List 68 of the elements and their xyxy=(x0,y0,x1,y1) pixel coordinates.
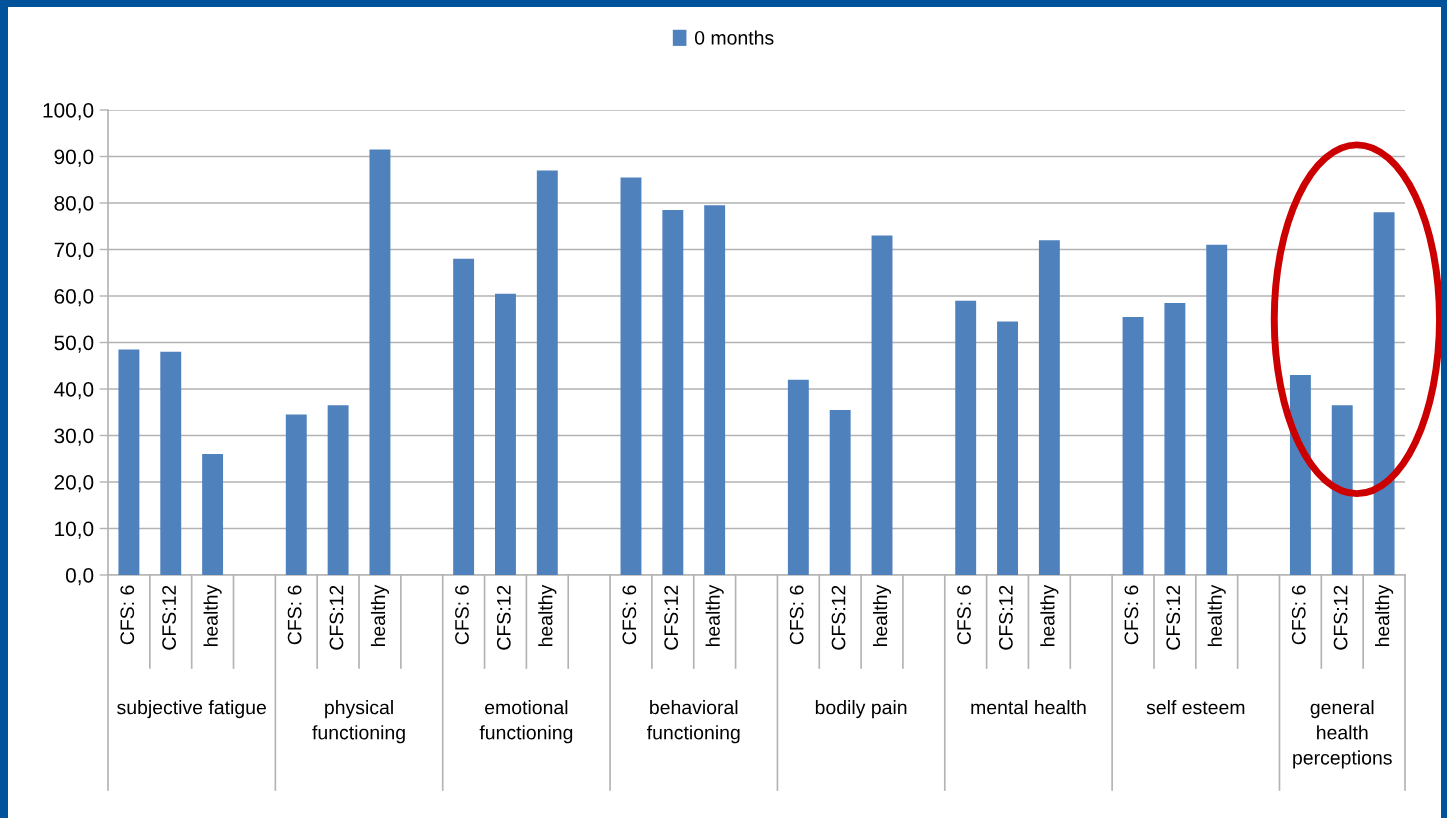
bar xyxy=(787,379,809,575)
y-tick-label: 100,0 xyxy=(43,103,94,121)
x-tick-label: CFS: 6 xyxy=(287,585,302,645)
y-tick-label: 30,0 xyxy=(54,428,94,446)
legend-label: 0 months xyxy=(694,30,774,45)
y-tick-label: 20,0 xyxy=(54,475,94,493)
y-tick-label: 90,0 xyxy=(54,149,94,167)
bar xyxy=(620,177,642,575)
text: bodily pain xyxy=(815,700,907,719)
bar xyxy=(1038,240,1060,575)
text: self esteem xyxy=(1146,700,1245,715)
x-tick-label: healthy xyxy=(872,584,892,647)
bar xyxy=(536,170,558,575)
x-tick-label: CFS:12 xyxy=(162,585,176,650)
x-tick-label: healthy xyxy=(370,584,390,647)
x-tick-label: healthy xyxy=(1207,584,1226,647)
bar xyxy=(285,414,307,575)
bar xyxy=(160,351,182,575)
x-tick-label: CFS: 6 xyxy=(957,585,971,645)
y-tick-label: 80,0 xyxy=(54,196,94,214)
y-tick-label: 70,0 xyxy=(54,242,94,260)
text: behavioral functioning xyxy=(647,700,740,744)
text: mental health xyxy=(971,700,1086,715)
bar xyxy=(1331,405,1353,575)
y-tick-label: 10,0 xyxy=(55,521,94,539)
x-tick-label: healthy xyxy=(203,584,222,647)
y-tick-label: 0,0 xyxy=(65,568,94,586)
x-tick-label: CFS: 6 xyxy=(622,585,637,645)
x-tick-label: CFS: 6 xyxy=(120,585,135,645)
bar xyxy=(829,409,851,575)
y-tick-label: 60,0 xyxy=(54,289,94,307)
bar xyxy=(1289,375,1311,575)
bar xyxy=(118,349,140,575)
x-tick-label: CFS:12 xyxy=(998,585,1013,650)
x-tick-label: CFS: 6 xyxy=(789,585,804,645)
x-tick-label: CFS:12 xyxy=(329,585,344,650)
x-tick-label: CFS:12 xyxy=(1333,585,1348,650)
x-tick-label: CFS:12 xyxy=(1166,585,1181,650)
y-tick-label: 40,0 xyxy=(54,382,94,400)
x-tick-label: CFS: 6 xyxy=(1291,585,1306,645)
text: subjective fatigue xyxy=(117,700,266,719)
x-tick-label: CFS:12 xyxy=(664,585,679,650)
x-tick-label: CFS:12 xyxy=(496,585,511,650)
x-tick-label: CFS:12 xyxy=(831,585,846,650)
y-tick-label: 50,0 xyxy=(54,335,94,353)
bar xyxy=(202,454,224,575)
bar xyxy=(1373,212,1395,575)
text: general health perceptions xyxy=(1293,700,1392,769)
bar xyxy=(1122,316,1144,575)
x-tick-label: healthy xyxy=(705,584,724,647)
bar xyxy=(327,405,349,575)
bar xyxy=(662,209,684,575)
bar xyxy=(997,321,1018,575)
bar xyxy=(495,293,516,575)
x-tick-label: healthy xyxy=(538,584,557,647)
x-tick-label: healthy xyxy=(1375,584,1394,647)
bar xyxy=(871,235,893,575)
bar xyxy=(704,205,726,575)
text: emotional functioning xyxy=(479,700,573,744)
bar xyxy=(1164,302,1186,575)
bar xyxy=(453,258,475,575)
bar xyxy=(369,149,391,575)
bar xyxy=(1206,244,1228,575)
text: physical functioning xyxy=(312,700,405,744)
x-tick-label: CFS: 6 xyxy=(1124,585,1139,645)
x-tick-label: CFS: 6 xyxy=(455,585,469,645)
x-tick-label: healthy xyxy=(1040,584,1059,647)
bar xyxy=(955,300,977,575)
